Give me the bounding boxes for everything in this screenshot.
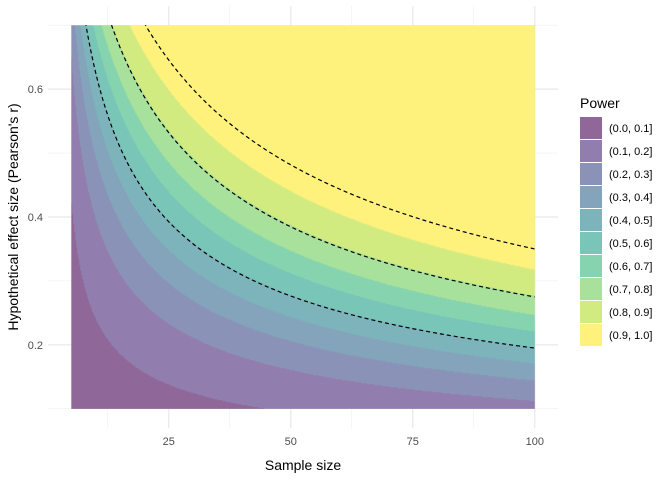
contour-lines [85,25,535,349]
legend-swatch [580,140,602,162]
y-tick-label: 0.6 [28,84,43,96]
y-axis-title: Hypothetical effect size (Pearson's r) [5,103,21,330]
legend-label: (0.7, 0.8] [609,284,652,296]
legend-swatch [580,186,602,208]
legend-label: (0.1, 0.2] [609,146,652,158]
legend-item: (0.9, 1.0] [580,324,652,346]
legend-item: (0.1, 0.2] [580,140,652,162]
y-tick-label: 0.4 [28,212,43,224]
legend-item: (0.7, 0.8] [580,278,652,300]
legend-label: (0.4, 0.5] [609,215,652,227]
legend-label: (0.5, 0.6] [609,238,652,250]
x-tick-label: 50 [285,436,297,448]
legend-label: (0.9, 1.0] [609,330,652,342]
legend-swatch [580,255,602,277]
dashed-contour-line [144,25,535,250]
legend-swatch [580,117,602,139]
legend-swatch [580,301,602,323]
x-axis-title: Sample size [265,457,341,473]
legend-item: (0.6, 0.7] [580,255,652,277]
x-tick-label: 25 [163,436,175,448]
legend-label: (0.0, 0.1] [609,123,652,135]
legend-swatch [580,278,602,300]
legend-swatch [580,324,602,346]
dashed-contour-line [85,25,535,349]
dashed-contour-line [110,25,535,298]
power-heatmap [71,25,535,409]
legend-item: (0.8, 0.9] [580,301,652,323]
legend-item: (0.2, 0.3] [580,163,652,185]
y-axis-ticks: 0.2 0.4 0.6 [28,84,43,352]
legend-item: (0.3, 0.4] [580,186,652,208]
x-tick-label: 100 [526,436,544,448]
power-fill-layer [71,25,535,409]
legend-item: (0.5, 0.6] [580,232,652,254]
y-tick-label: 0.2 [28,340,43,352]
legend-label: (0.6, 0.7] [609,261,652,273]
legend-item: (0.0, 0.1] [580,117,652,139]
legend-title: Power [580,95,620,111]
legend-swatch [580,163,602,185]
x-tick-label: 75 [407,436,419,448]
x-axis-ticks: 25 50 75 100 [163,436,544,448]
legend-label: (0.3, 0.4] [609,192,652,204]
legend-item: (0.4, 0.5] [580,209,652,231]
legend-label: (0.2, 0.3] [609,169,652,181]
power-legend: Power (0.0, 0.1] (0.1, 0.2] (0.2, 0.3] (0.3… [580,95,652,346]
legend-swatch [580,209,602,231]
legend-swatch [580,232,602,254]
legend-label: (0.8, 0.9] [609,307,652,319]
